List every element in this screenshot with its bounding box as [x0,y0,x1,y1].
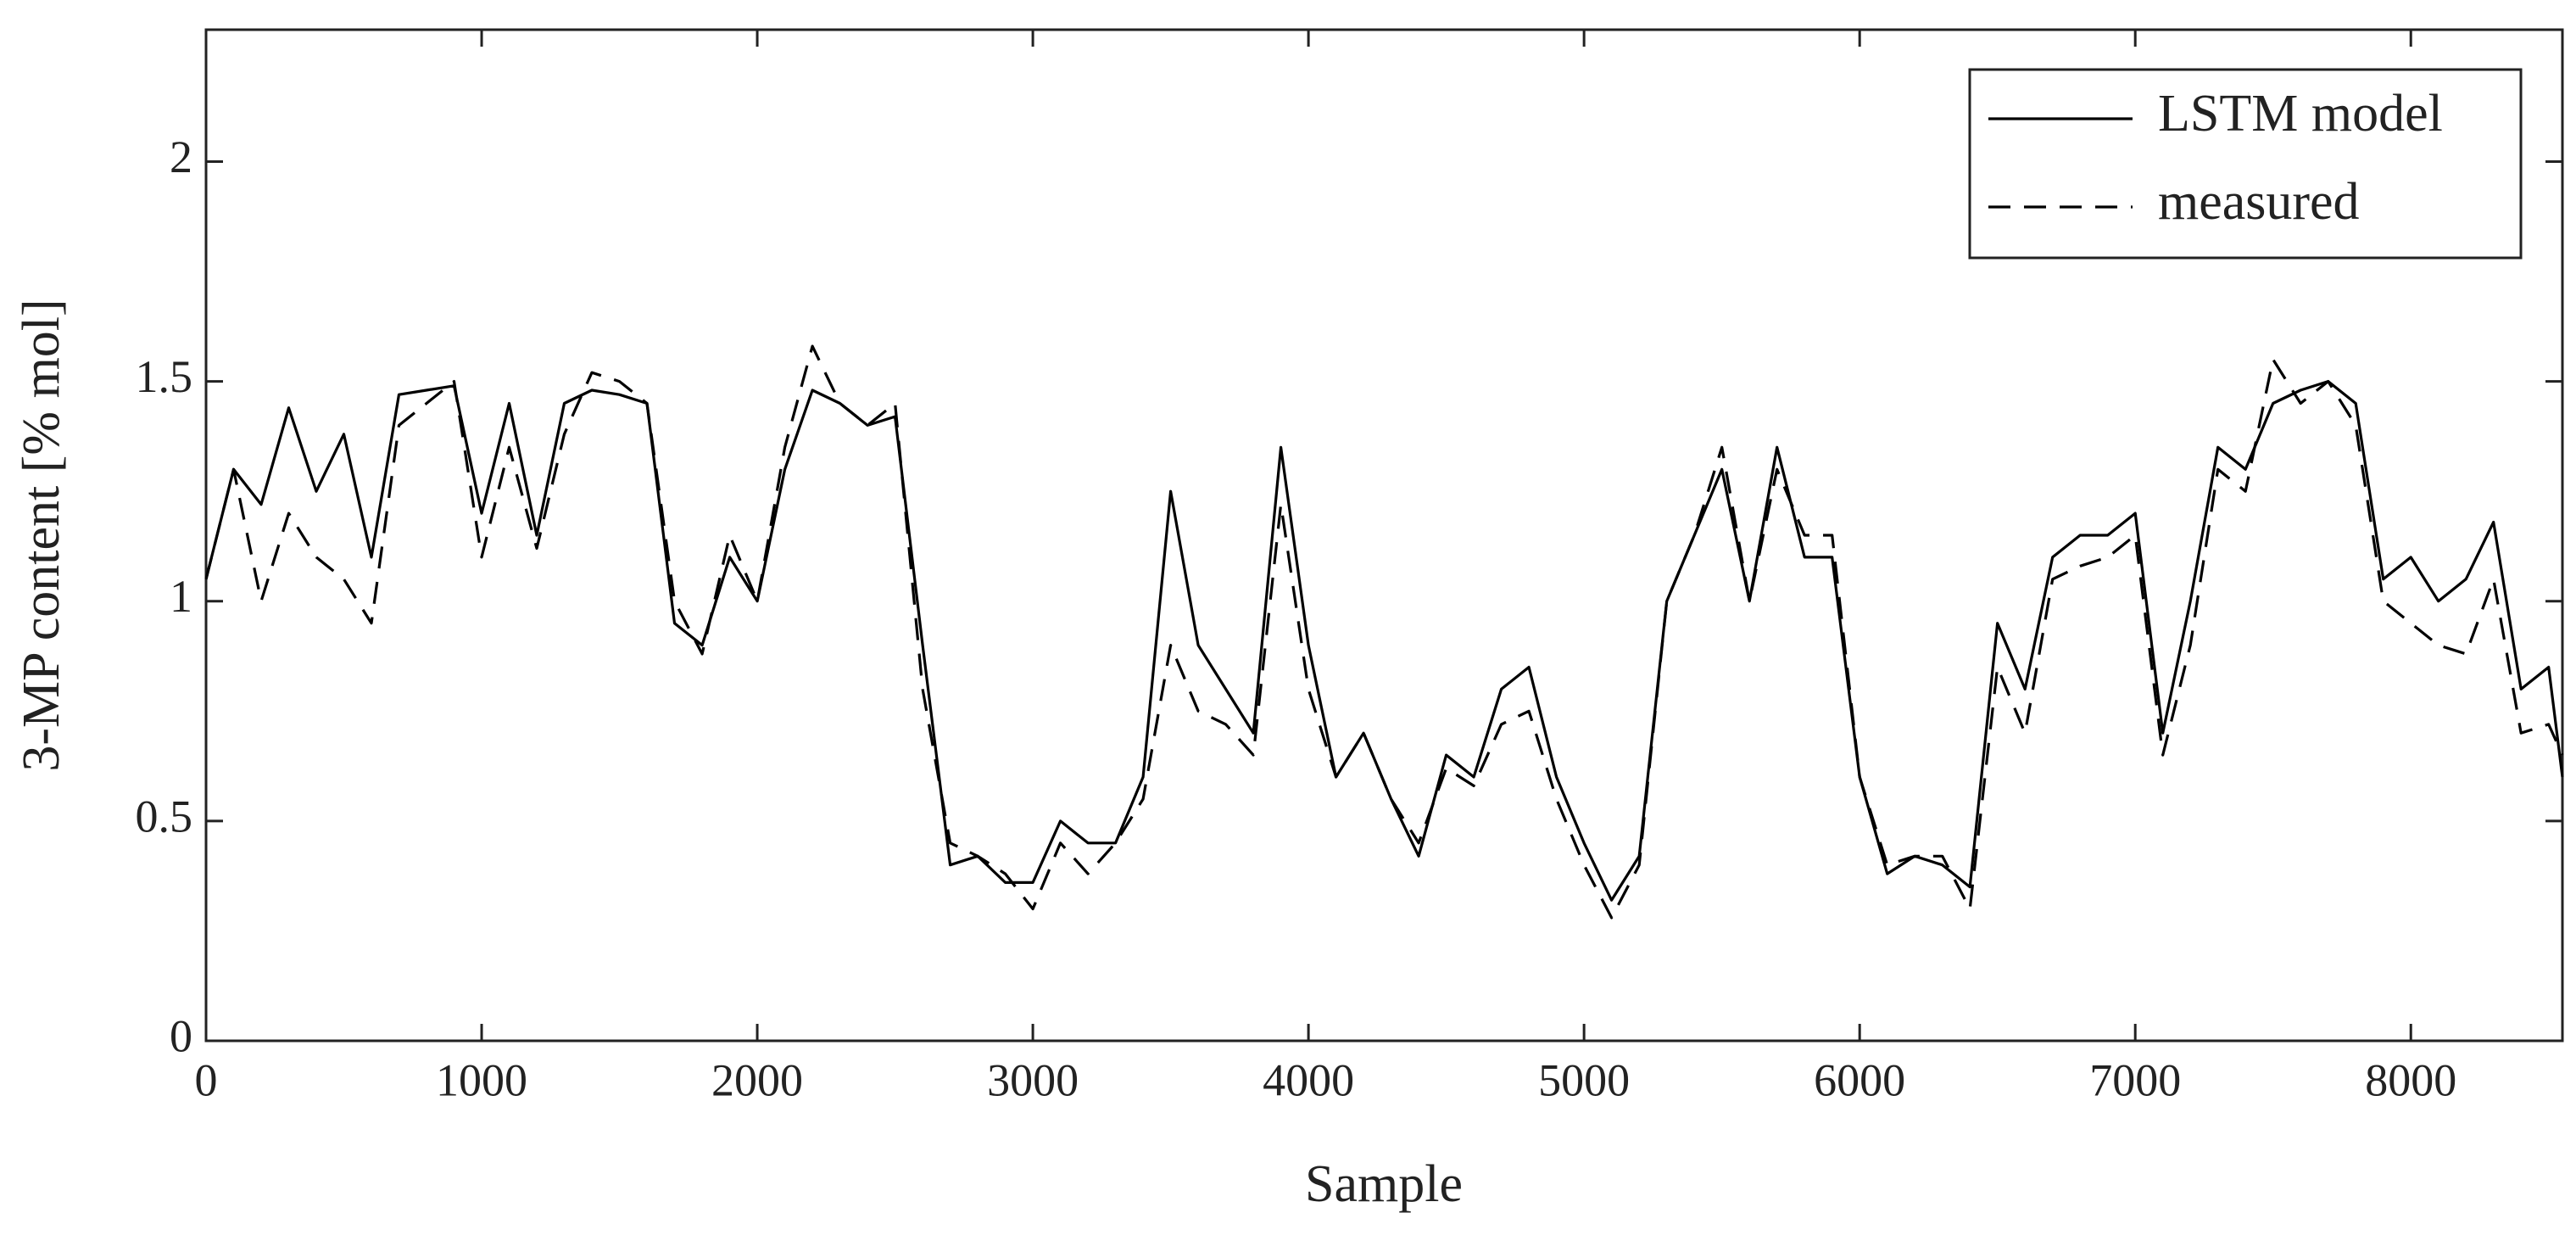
x-axis-label: Sample [1305,1155,1463,1213]
y-tick-label: 0 [170,1010,192,1061]
x-tick-label: 7000 [2089,1054,2181,1105]
y-tick-label: 2 [170,131,192,182]
legend-box [1968,68,2523,260]
y-tick-label: 1 [170,571,192,622]
x-tick-label: 2000 [711,1054,803,1105]
y-tick-label: 1.5 [136,351,193,402]
x-tick-label: 4000 [1263,1054,1354,1105]
y-axis-label: 3-MP content [% mol] [13,299,70,771]
x-tick-label: 0 [195,1054,218,1105]
legend-label: measured [2158,173,2360,231]
x-tick-label: 8000 [2365,1054,2456,1105]
x-tick-label: 5000 [1538,1054,1630,1105]
x-tick-label: 3000 [987,1054,1079,1105]
y-tick-label: 0.5 [136,791,193,841]
legend-label: LSTM model [2158,85,2443,143]
x-tick-label: 1000 [436,1054,527,1105]
plot-frame [204,28,2564,1043]
series-line [204,344,2564,920]
series-line [204,380,2564,902]
x-tick-label: 6000 [1814,1054,1905,1105]
